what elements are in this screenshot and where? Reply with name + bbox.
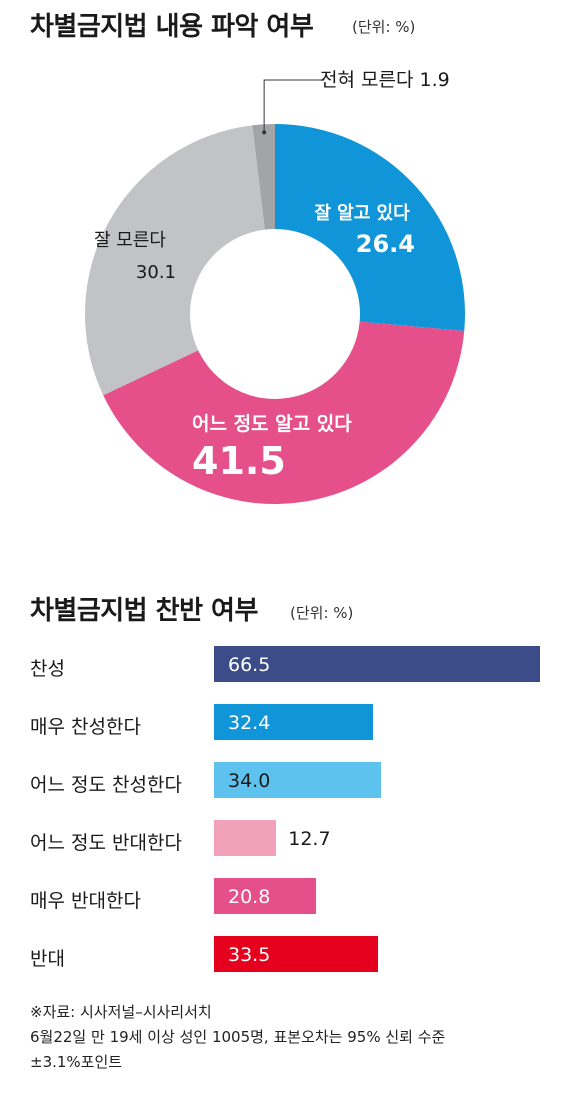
bar-category-label: 찬성: [30, 658, 65, 680]
bar: [214, 820, 277, 856]
source-line: ±3.1%포인트: [30, 1053, 123, 1071]
donut-chart: 잘 알고 있다 26.4 어느 정도 알고 있다 41.5 잘 모른다 30.1 전혀 모른…: [85, 69, 465, 505]
bar: [214, 878, 316, 914]
bar: [214, 646, 540, 682]
bar: [214, 936, 379, 972]
donut-label: 잘 알고 있다: [314, 203, 410, 224]
bar-value-label: 32.4: [228, 712, 271, 734]
bar-chart-unit: (단위: %): [290, 604, 354, 622]
source-note: ※자료: 시사저널–시사리서치 6월22일 만 19세 이상 성인 1005명,…: [30, 1000, 445, 1075]
bar-category-label: 매우 찬성한다: [30, 716, 141, 738]
donut-label: 잘 모른다: [94, 230, 166, 251]
source-line: 6월22일 만 19세 이상 성인 1005명, 표본오차는 95% 신뢰 수준: [30, 1028, 446, 1046]
bar-category-label: 어느 정도 찬성한다: [30, 774, 182, 796]
bar-row: 매우 찬성한다 32.4: [0, 704, 580, 742]
bar-value-label: 66.5: [228, 654, 271, 676]
bar-row: 찬성 66.5: [0, 646, 580, 684]
bar-value-label: 20.8: [228, 886, 271, 908]
bar-category-label: 어느 정도 반대한다: [30, 832, 182, 854]
bar-value-label: 34.0: [228, 770, 271, 792]
donut-slice: [85, 125, 265, 396]
bar-row: 어느 정도 반대한다 12.7: [0, 820, 580, 858]
bar-row: 반대 33.5: [0, 936, 580, 974]
bar-row: 어느 정도 찬성한다 34.0: [0, 762, 580, 800]
bar-value-label: 33.5: [228, 944, 271, 966]
pie-chart-unit: (단위: %): [352, 18, 416, 36]
donut-slice: [103, 321, 465, 505]
bar-value-label: 12.7: [288, 828, 331, 850]
bar-chart-title: 차별금지법 찬반 여부: [30, 596, 258, 626]
bar-row: 매우 반대한다 20.8: [0, 878, 580, 916]
donut-label: 어느 정도 알고 있다: [192, 413, 352, 435]
leader-line: [263, 79, 325, 133]
donut-slice: [275, 124, 465, 332]
donut-label: 41.5: [192, 439, 286, 483]
leader-dot: [262, 130, 267, 135]
bar: [214, 704, 373, 740]
donut-label: 전혀 모른다 1.9: [320, 69, 450, 91]
donut-slice: [252, 124, 275, 230]
bar-category-label: 반대: [30, 948, 65, 970]
donut-label: 30.1: [136, 262, 176, 283]
pie-chart-title: 차별금지법 내용 파악 여부: [30, 12, 314, 42]
bar: [214, 762, 381, 798]
source-line: ※자료: 시사저널–시사리서치: [30, 1003, 212, 1021]
bar-category-label: 매우 반대한다: [30, 890, 141, 912]
donut-label: 26.4: [356, 230, 415, 258]
